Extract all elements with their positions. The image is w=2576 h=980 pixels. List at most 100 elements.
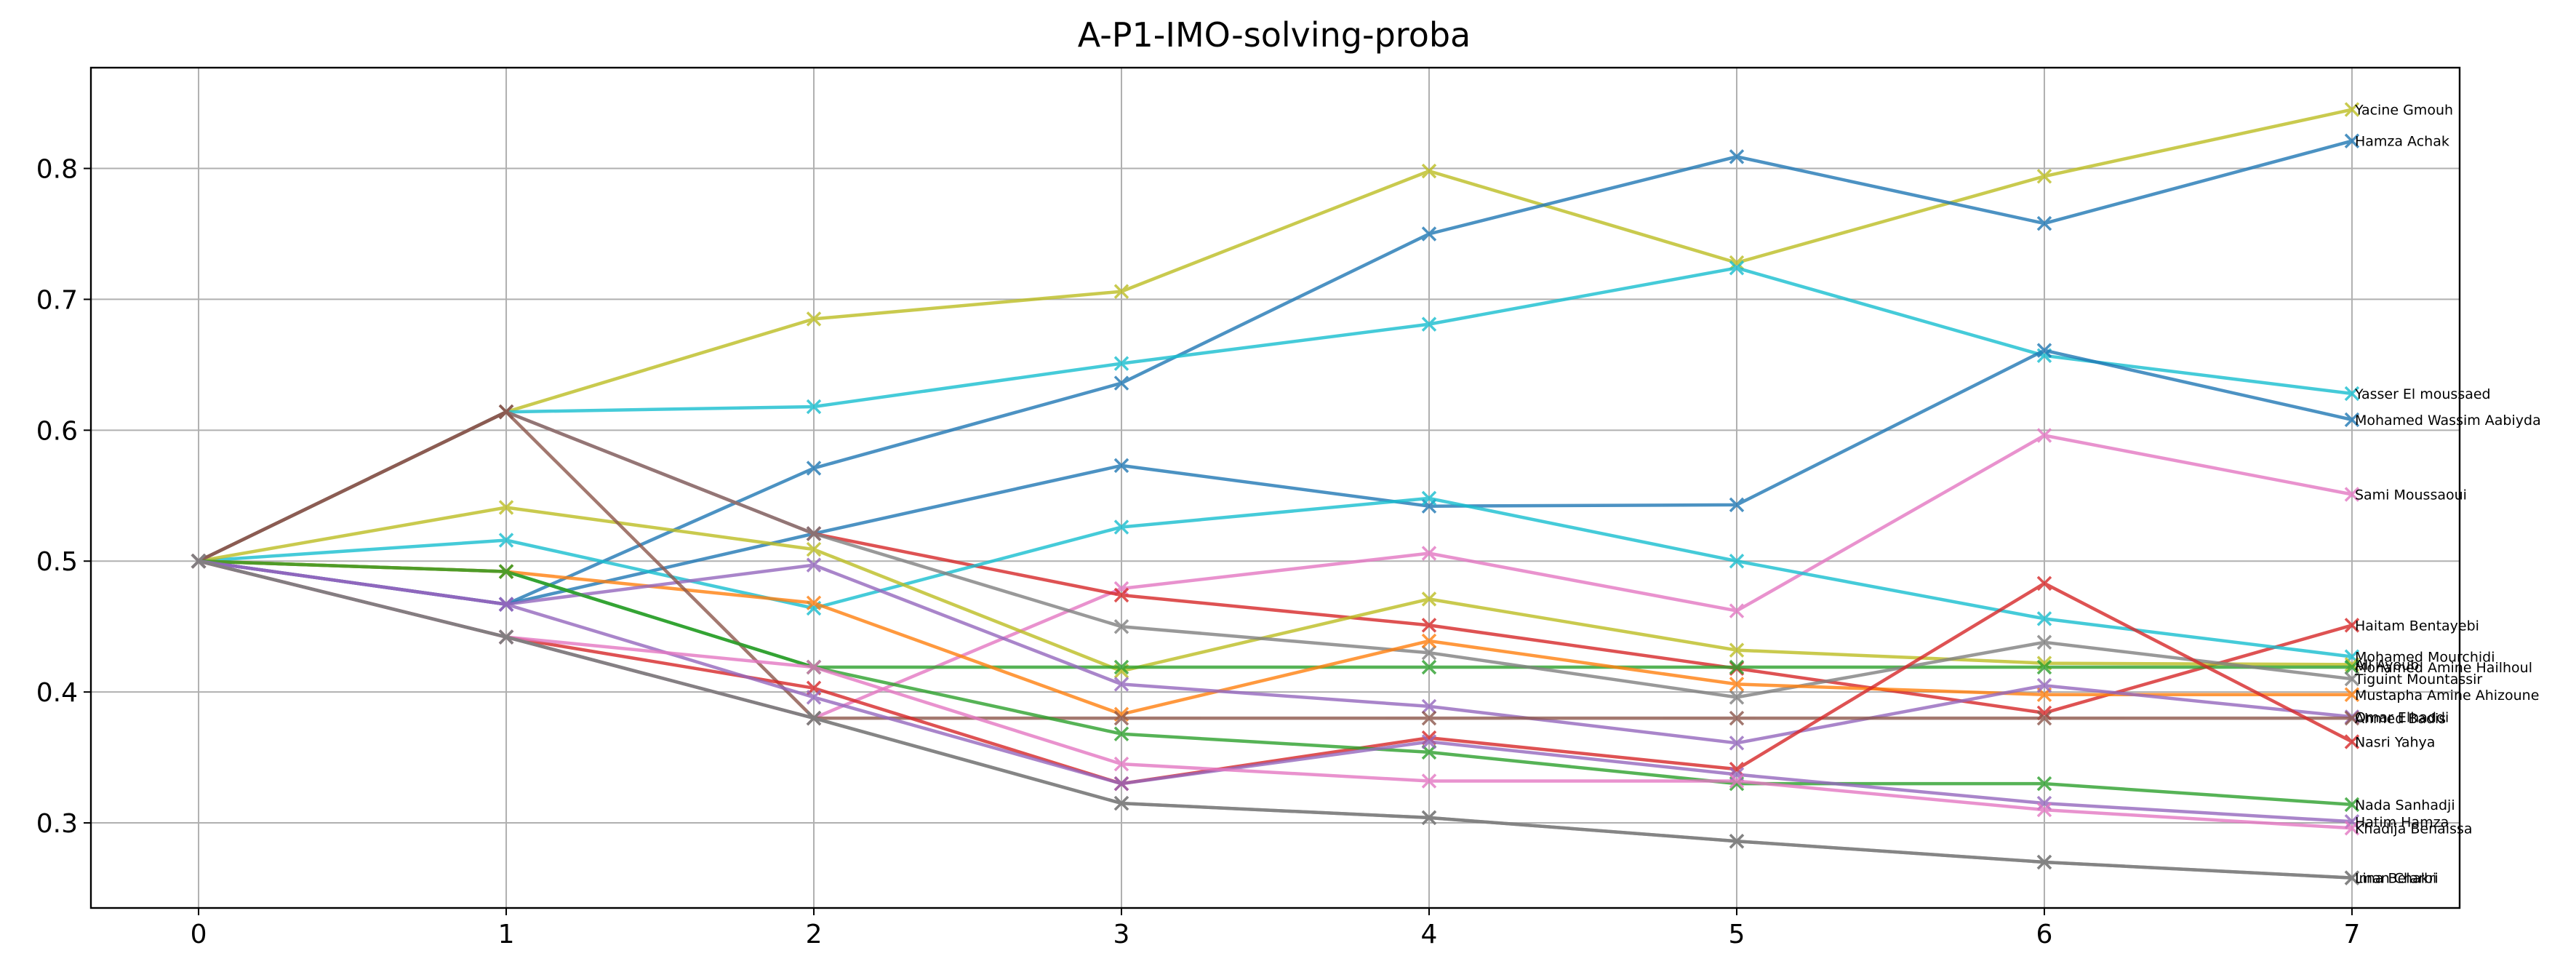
marker-stroke — [2344, 487, 2360, 502]
data-point — [1421, 316, 1437, 332]
marker-stroke — [498, 629, 514, 645]
marker-stroke — [498, 500, 514, 515]
data-point — [2344, 734, 2360, 749]
marker-stroke — [1421, 316, 1437, 332]
marker-stroke — [1729, 260, 1745, 276]
x-tick-label: 2 — [806, 920, 823, 949]
data-point — [1421, 773, 1437, 789]
data-point — [1729, 260, 1745, 276]
series-end-label: Iman Chakri — [2355, 871, 2439, 887]
y-tick-label: 0.5 — [36, 547, 78, 577]
marker-stroke — [806, 595, 822, 611]
marker-stroke — [2344, 797, 2360, 813]
series-path — [198, 559, 2353, 807]
series-labels: Yacine Gmouh Hamza Achak Yasser El moussae… — [2354, 103, 2541, 887]
marker-stroke — [1113, 618, 1129, 634]
data-point — [806, 311, 822, 327]
data-point — [1729, 767, 1745, 782]
series-line — [191, 554, 2360, 751]
series-end-label: Yacine Gmouh — [2354, 103, 2453, 119]
series-line — [191, 404, 2360, 705]
series-path — [198, 108, 2353, 563]
series-end-label: Haitam Bentayebi — [2355, 618, 2479, 634]
marker-stroke — [1421, 618, 1437, 633]
data-point — [2344, 102, 2360, 117]
marker-stroke — [191, 554, 207, 569]
data-point — [1729, 659, 1745, 675]
data-point — [2344, 618, 2360, 633]
marker-stroke — [1421, 226, 1437, 242]
marker-stroke — [1113, 776, 1129, 792]
marker-stroke — [806, 710, 822, 726]
marker-stroke — [1421, 645, 1437, 661]
series-end-label: Mohamed Amine Hailhoul — [2355, 660, 2532, 676]
marker-stroke — [806, 690, 822, 705]
data-point — [1421, 546, 1437, 561]
series-path — [198, 559, 2352, 716]
data-point — [1113, 776, 1129, 792]
marker-stroke — [1421, 659, 1437, 675]
series-path — [198, 559, 2353, 824]
data-point — [2344, 386, 2360, 402]
data-point — [1421, 734, 1437, 749]
x-tick-label: 1 — [498, 920, 515, 949]
marker-stroke — [2036, 428, 2052, 443]
data-point — [1113, 375, 1129, 391]
series-path — [198, 506, 2353, 673]
marker-stroke — [1421, 591, 1437, 607]
series-end-label: Yasser El moussaed — [2354, 386, 2491, 402]
data-point — [2344, 870, 2360, 885]
marker-stroke — [806, 526, 822, 541]
marker-stroke — [1113, 677, 1129, 692]
series-end-label: Tiguint Mountassir — [2354, 672, 2482, 688]
y-tick-label: 0.6 — [36, 416, 78, 446]
marker-stroke — [1113, 284, 1129, 299]
data-point — [498, 404, 514, 420]
data-point — [2344, 659, 2360, 675]
marker-stroke — [1113, 756, 1129, 772]
x-tick-label: 6 — [2036, 920, 2053, 949]
data-point — [498, 629, 514, 645]
axis-ticks: 0 1 2 3 4 5 6 7 0.3 0.4 0.5 0.6 0.7 0.8 — [36, 155, 2361, 949]
series-end-label: Hatim Hamza — [2355, 814, 2449, 830]
series-line — [191, 428, 2360, 726]
marker-stroke — [2344, 412, 2360, 428]
marker-stroke — [2036, 776, 2052, 792]
marker-stroke — [806, 659, 822, 675]
marker-stroke — [806, 557, 822, 573]
data-point — [2036, 611, 2052, 626]
marker-stroke — [1729, 659, 1745, 675]
marker-stroke — [1421, 546, 1437, 561]
marker-stroke — [2036, 710, 2052, 726]
marker-stroke — [1113, 726, 1129, 741]
data-point — [2036, 575, 2052, 591]
data-point — [1421, 659, 1437, 675]
marker-stroke — [1113, 375, 1129, 391]
series-end-label: Ahmed Badis — [2355, 711, 2446, 727]
data-point — [806, 526, 822, 541]
data-point — [1113, 458, 1129, 474]
data-point — [1113, 519, 1129, 535]
data-point — [2344, 814, 2360, 829]
series-end-label: Mohamed Wassim Aabiyda — [2355, 413, 2541, 429]
data-point — [2036, 343, 2052, 358]
y-tick-label: 0.7 — [36, 285, 78, 315]
marker-stroke — [806, 399, 822, 415]
y-tick-label: 0.3 — [36, 809, 78, 839]
data-point — [2036, 854, 2052, 870]
marker-stroke — [1729, 603, 1745, 618]
y-tick-label: 0.8 — [36, 155, 78, 185]
data-point — [1113, 284, 1129, 299]
marker-stroke — [1729, 497, 1745, 513]
marker-stroke — [498, 597, 514, 612]
data-point — [1421, 698, 1437, 714]
data-point — [1421, 591, 1437, 607]
data-point — [1729, 255, 1745, 271]
data-point — [1113, 587, 1129, 603]
marker-stroke — [806, 541, 822, 557]
data-point — [2036, 677, 2052, 693]
data-point — [2036, 802, 2052, 818]
marker-stroke — [1729, 642, 1745, 658]
marker-stroke — [1421, 773, 1437, 789]
